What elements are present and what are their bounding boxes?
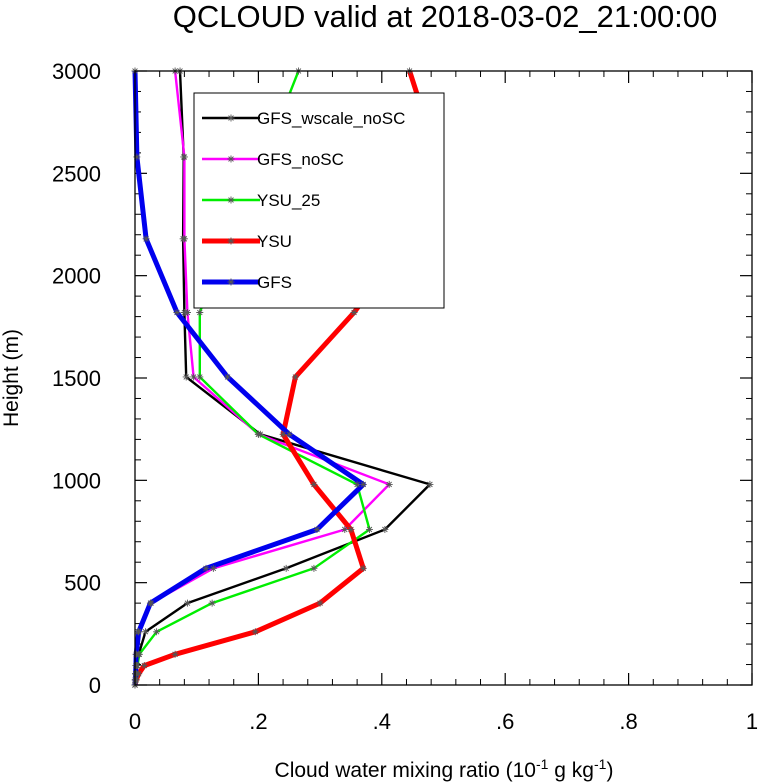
data-point-ysu [310,480,318,488]
data-point-gfs-nosc [180,235,188,243]
legend-label-gfs: GFS [257,273,292,292]
data-point-gfs [142,235,150,243]
data-point-ysu-25 [196,373,204,381]
data-point-gfs-wscale-nosc [183,599,191,607]
x-axis-label-prefix: Cloud water mixing ratio (10 [275,759,536,782]
data-point-gfs [132,650,140,658]
data-point-ysu-25 [310,564,318,572]
x-tick-label: .6 [496,709,514,734]
legend-marker-gfs-nosc [227,155,235,163]
x-tick-labels: 0 .2 .4 .6 .8 1 [129,709,758,734]
legend-marker-gfs-wscale-nosc [227,114,235,122]
data-point-gfs [313,525,321,533]
data-point-ysu [359,564,367,572]
legend-marker-gfs [227,278,235,286]
y-tick-label: 2000 [52,264,101,289]
data-point-gfs [133,153,141,161]
legend-marker-ysu-25 [227,196,235,204]
data-point-gfs [135,628,143,636]
data-point-gfs-nosc [385,480,393,488]
x-tick-label: .8 [619,709,637,734]
y-tick-label: 3000 [52,59,101,84]
y-tick-label: 1000 [52,468,101,493]
data-point-ysu [350,309,358,317]
data-point-ysu [291,373,299,381]
data-point-gfs [173,309,181,317]
x-axis-label-exponent-1: -1 [536,756,549,772]
x-tick-label: 0 [129,709,141,734]
data-point-gfs [224,373,232,381]
legend-label-gfs-nosc: GFS_noSC [257,150,344,169]
data-point-gfs-wscale-nosc [381,525,389,533]
data-point-gfs [146,599,154,607]
legend-label-ysu: YSU [257,232,292,251]
data-point-ysu-25 [208,599,216,607]
legend-label-ysu-25: YSU_25 [257,191,320,210]
chart-title: QCLOUD valid at 2018-03-02_21:00:00 [173,0,718,34]
x-axis-label-middle: g kg [548,759,594,782]
x-axis-label-suffix: ) [606,759,613,782]
x-axis-label: Cloud water mixing ratio (10-1 g kg-1) [275,756,614,782]
series-lines [132,70,440,686]
y-tick-label: 2500 [52,161,101,186]
y-tick-label: 500 [64,571,101,596]
data-point-gfs [132,662,140,670]
plot-frame [134,70,753,686]
data-point-ysu-25 [365,525,373,533]
y-axis-label: Height (m) [0,329,23,427]
data-point-gfs-nosc [209,564,217,572]
data-point-gfs-wscale-nosc [282,564,290,572]
x-tick-label: .2 [249,709,267,734]
data-point-gfs-wscale-nosc [426,480,434,488]
y-tick-labels: 0 500 1000 1500 2000 2500 3000 [52,59,101,698]
data-point-ysu-25 [153,628,161,636]
data-point-ysu [316,599,324,607]
legend-label-gfs-wscale-nosc: GFS_wscale_noSC [257,109,405,128]
data-point-gfs [285,430,293,438]
y-tick-label: 1500 [52,366,101,391]
x-tick-label: .4 [373,709,391,734]
data-point-ysu [279,430,287,438]
x-tick-label: 1 [746,709,758,734]
data-point-ysu-25 [254,430,262,438]
data-point-ysu-25 [353,480,361,488]
data-point-gfs [202,564,210,572]
legend-marker-ysu [227,237,235,245]
series-line-gfs [132,70,366,686]
legend: GFS_wscale_noSC GFS_noSC YSU_25 YSU GFS [193,92,445,309]
data-point-gfs-wscale-nosc [182,373,190,381]
data-point-gfs-nosc [190,373,198,381]
data-point-ysu-25 [196,309,204,317]
data-point-ysu [140,662,148,670]
data-point-gfs [359,480,367,488]
data-point-gfs-nosc [341,525,349,533]
data-point-gfs-nosc [180,153,188,161]
x-axis-label-exponent-2: -1 [594,756,607,772]
y-tick-label: 0 [89,673,101,698]
data-point-ysu [171,650,179,658]
data-point-ysu [347,525,355,533]
data-point-gfs-nosc [183,309,191,317]
data-point-gfs-wscale-nosc [141,628,149,636]
data-point-ysu [251,628,259,636]
